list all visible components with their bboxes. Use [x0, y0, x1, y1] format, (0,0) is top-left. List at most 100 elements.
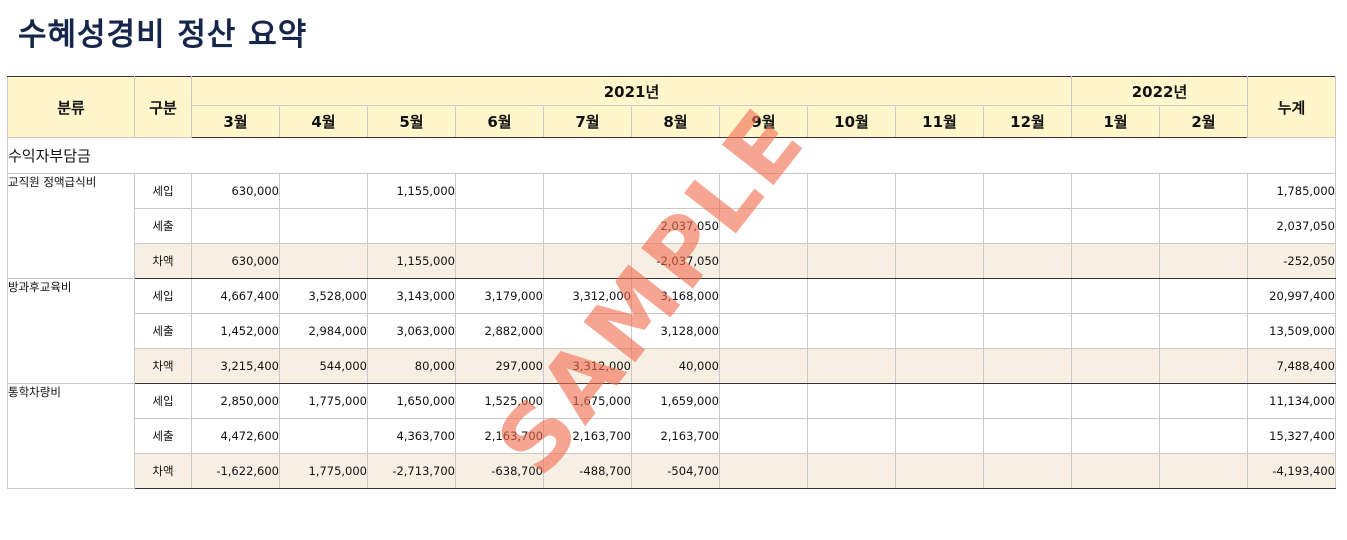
month-value-cell: 630,000: [191, 243, 280, 279]
header-month: 5월: [367, 105, 456, 138]
month-value-cell: [455, 243, 544, 279]
header-month: 6월: [455, 105, 544, 138]
header-total: 누계: [1247, 76, 1336, 138]
month-value-cell: 3,128,000: [631, 313, 720, 349]
header-month: 9월: [719, 105, 808, 138]
table-row: 세출 4,472,600 4,363,700 2,163,700 2,163,700 2,…: [8, 418, 1336, 454]
month-value-cell: 3,143,000: [367, 278, 456, 314]
month-value-cell: 3,215,400: [191, 348, 280, 384]
month-value-cell: 40,000: [631, 348, 720, 384]
header-month: 10월: [807, 105, 896, 138]
row-kind-label: 세출: [134, 208, 192, 244]
month-value-cell: 1,525,000: [455, 383, 544, 419]
month-value-cell: 2,850,000: [191, 383, 280, 419]
month-value-cell: 2,882,000: [455, 313, 544, 349]
month-value-cell: [1159, 348, 1248, 384]
month-value-cell: [807, 418, 896, 454]
month-value-cell: [1071, 208, 1160, 244]
total-value-cell: 20,997,400: [1247, 278, 1336, 314]
month-value-cell: -2,037,050: [631, 243, 720, 279]
month-value-cell: [1159, 173, 1248, 209]
month-value-cell: -504,700: [631, 453, 720, 489]
month-value-cell: [895, 418, 984, 454]
month-value-cell: [279, 173, 368, 209]
month-value-cell: [367, 208, 456, 244]
total-value-cell: 7,488,400: [1247, 348, 1336, 384]
row-kind-label: 세출: [134, 418, 192, 454]
header-month: 4월: [279, 105, 368, 138]
month-value-cell: [983, 418, 1072, 454]
total-value-cell: 11,134,000: [1247, 383, 1336, 419]
header-month: 11월: [895, 105, 984, 138]
month-value-cell: [719, 418, 808, 454]
month-value-cell: [1071, 278, 1160, 314]
month-value-cell: [983, 173, 1072, 209]
month-value-cell: 630,000: [191, 173, 280, 209]
month-value-cell: [279, 243, 368, 279]
month-value-cell: [807, 313, 896, 349]
row-kind-label: 차액: [134, 453, 192, 489]
row-kind-label: 세출: [134, 313, 192, 349]
month-value-cell: [543, 173, 632, 209]
table-row: 세출 2,037,050 2,037,050: [8, 208, 1336, 244]
month-value-cell: [983, 243, 1072, 279]
month-value-cell: [895, 173, 984, 209]
month-value-cell: 2,163,700: [631, 418, 720, 454]
month-value-cell: 3,528,000: [279, 278, 368, 314]
table-row: 통학차량비 세입 2,850,000 1,775,000 1,650,000 1,525,…: [7, 383, 1336, 489]
month-value-cell: [895, 278, 984, 314]
month-value-cell: [1159, 313, 1248, 349]
month-value-cell: [895, 453, 984, 489]
month-value-cell: 1,775,000: [279, 453, 368, 489]
month-value-cell: 4,472,600: [191, 418, 280, 454]
header-month: 7월: [543, 105, 632, 138]
month-value-cell: [719, 348, 808, 384]
table-row: 차액 630,000 1,155,000 -2,037,050 -252,050: [8, 243, 1336, 279]
month-value-cell: [807, 173, 896, 209]
row-kind-label: 차액: [134, 243, 192, 279]
header-year-2021: 2021년: [191, 76, 1072, 106]
header-year-2022: 2022년: [1071, 76, 1248, 106]
month-value-cell: [1159, 278, 1248, 314]
month-value-cell: 80,000: [367, 348, 456, 384]
month-value-cell: [895, 243, 984, 279]
month-value-cell: [1071, 453, 1160, 489]
table-row: 방과후교육비 세입 4,667,400 3,528,000 3,143,000 3,179…: [7, 278, 1336, 384]
month-value-cell: 2,163,700: [543, 418, 632, 454]
header-category: 분류: [7, 76, 135, 138]
month-value-cell: 1,675,000: [543, 383, 632, 419]
month-value-cell: [719, 383, 808, 419]
month-value-cell: [807, 383, 896, 419]
category-name: 방과후교육비: [7, 278, 135, 384]
row-kind-label: 차액: [134, 348, 192, 384]
category-name: 통학차량비: [7, 383, 135, 489]
row-kind-label: 세입: [134, 278, 192, 314]
month-value-cell: 1,650,000: [367, 383, 456, 419]
month-value-cell: 544,000: [279, 348, 368, 384]
month-value-cell: [895, 313, 984, 349]
month-value-cell: 1,659,000: [631, 383, 720, 419]
month-value-cell: -1,622,600: [191, 453, 280, 489]
month-value-cell: 1,775,000: [279, 383, 368, 419]
header-month: 2월: [1159, 105, 1248, 138]
total-value-cell: -4,193,400: [1247, 453, 1336, 489]
month-value-cell: [191, 208, 280, 244]
month-value-cell: [279, 418, 368, 454]
month-value-cell: [807, 243, 896, 279]
month-value-cell: 2,984,000: [279, 313, 368, 349]
total-value-cell: 2,037,050: [1247, 208, 1336, 244]
month-value-cell: [1159, 453, 1248, 489]
table-row: 차액 -1,622,600 1,775,000 -2,713,700 -638,700-…: [8, 453, 1336, 489]
table-row: 교직원 정액급식비 세입 630,000 1,155,000 1,785,000: [7, 173, 1336, 279]
month-value-cell: [1071, 348, 1160, 384]
month-value-cell: 2,163,700: [455, 418, 544, 454]
header-month: 3월: [191, 105, 280, 138]
month-value-cell: [807, 348, 896, 384]
month-value-cell: [895, 383, 984, 419]
month-value-cell: [631, 173, 720, 209]
month-value-cell: 1,452,000: [191, 313, 280, 349]
month-value-cell: [983, 208, 1072, 244]
month-value-cell: [807, 278, 896, 314]
month-value-cell: [807, 453, 896, 489]
month-value-cell: [1071, 313, 1160, 349]
